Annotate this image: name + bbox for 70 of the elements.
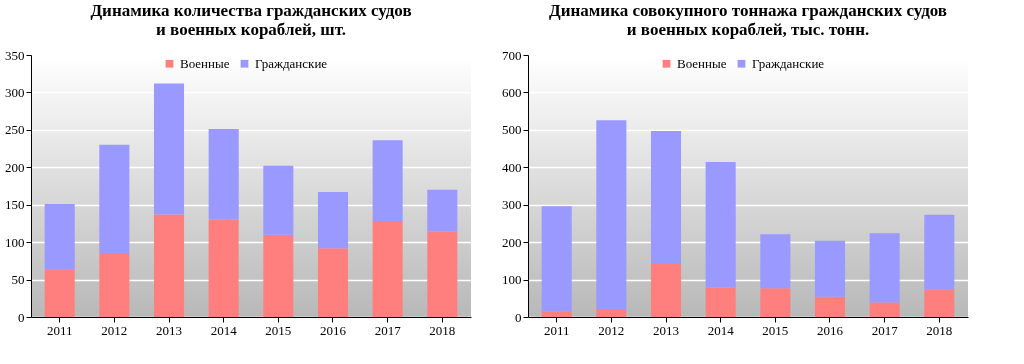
x-tick-label: 2014 [707,322,735,338]
bar [596,309,627,317]
bar [869,233,900,303]
bar [541,206,572,312]
bar [541,311,572,317]
x-tick-label: 2015 [762,322,789,338]
bar [153,83,185,215]
x-tick-label: 2016 [816,322,844,338]
bar [924,214,955,290]
x-tick-label: 2017 [871,322,899,338]
bar [372,140,403,222]
y-tick-label: 250 [5,122,25,138]
bar [814,296,846,317]
x-tick-label: 2011 [46,322,73,338]
y-tick-label: 50 [11,272,25,288]
y-tick-label: 500 [502,122,522,138]
bar [153,214,185,317]
bar [317,248,349,317]
y-tick-label: 200 [502,234,522,250]
bar [99,254,130,317]
bar [650,130,682,264]
legend-label: Военные [677,55,727,71]
bar [208,129,239,220]
bar [99,144,130,255]
bar [705,287,736,317]
y-tick-label: 300 [5,84,25,100]
bar [44,269,75,317]
x-tick-label: 2011 [543,322,570,338]
bar [924,289,955,317]
y-tick-label: 150 [5,197,25,213]
x-tick-label: 2018 [926,322,953,338]
bar [44,203,75,270]
bar [705,162,736,288]
y-tick-label: 350 [5,47,25,63]
legend-label: Военные [180,55,230,71]
bar [869,302,900,317]
y-tick-label: 700 [502,47,522,63]
bar [263,234,294,317]
x-tick-label: 2013 [653,322,680,338]
y-tick-label: 100 [502,272,522,288]
y-tick-label: 0 [18,309,25,325]
bar [814,240,846,297]
y-tick-label: 300 [502,197,522,213]
x-tick-label: 2018 [429,322,456,338]
y-tick-label: 600 [502,84,522,100]
bar [427,189,458,232]
bar [372,221,403,317]
x-tick-label: 2012 [598,322,625,338]
y-tick-label: 200 [5,159,25,175]
bar [263,165,294,235]
x-tick-label: 2016 [319,322,347,338]
x-tick-label: 2015 [265,322,292,338]
chart-title: Динамика совокупного тоннажа гражданских судов и военных кораблей, тыс. тонн. [548,1,948,39]
bar [596,120,627,310]
x-tick-label: 2017 [374,322,402,338]
x-tick-label: 2013 [156,322,183,338]
bar [650,263,682,317]
legend-label: Гражданские [255,55,328,71]
x-tick-label: 2014 [210,322,238,338]
bar [760,288,791,317]
y-tick-label: 400 [502,159,522,175]
x-tick-label: 2012 [101,322,128,338]
y-tick-label: 100 [5,234,25,250]
chart-title: Динамика количества гражданских судов и военных кораблей, шт. [90,1,412,39]
y-tick-label: 0 [515,309,522,325]
bar [317,191,349,249]
bar [208,219,239,317]
bar [427,231,458,317]
bar [760,234,791,289]
legend-label: Гражданские [752,55,825,71]
